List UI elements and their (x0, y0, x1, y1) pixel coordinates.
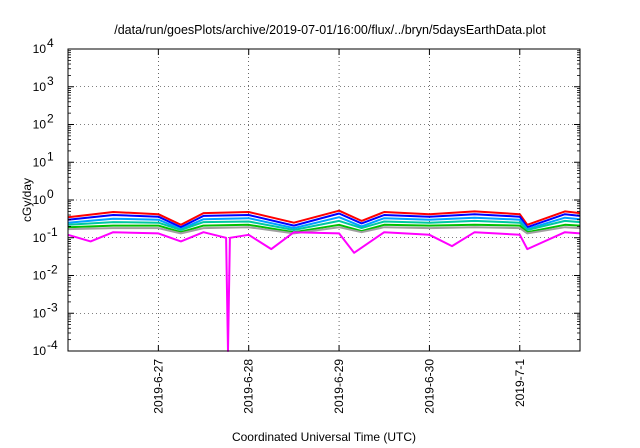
series-line-2 (67, 212, 581, 229)
y-tick-label-exponent: -4 (47, 338, 58, 352)
y-axis-label: cGy/day (20, 178, 34, 222)
x-axis: 2019-6-27 2019-6-28 2019-6-29 2019-6-30 2019… (151, 49, 527, 414)
x-tick-label: 2019-6-30 (422, 359, 436, 414)
y-tick-label-exponent: -3 (47, 300, 58, 314)
x-tick-label: 2019-6-27 (151, 359, 165, 414)
y-tick-label-exponent: 4 (47, 36, 54, 50)
y-tick-label: 10 (33, 344, 47, 358)
series-line-5 (67, 223, 581, 234)
y-tick-label: 10 (33, 118, 47, 132)
y-tick-label: 10 (33, 155, 47, 169)
series-line-7 (67, 231, 581, 352)
x-tick-label: 2019-7-1 (513, 359, 527, 407)
x-tick-label: 2019-6-28 (242, 359, 256, 414)
y-tick-label: 10 (33, 193, 47, 207)
series-line-6 (67, 226, 581, 235)
y-tick-label-exponent: 3 (47, 74, 54, 88)
y-tick-label: 10 (33, 306, 47, 320)
x-axis-label: Coordinated Universal Time (UTC) (232, 430, 416, 444)
y-tick-label: 10 (33, 269, 47, 283)
series-line-4 (67, 219, 581, 231)
series-line-1 (67, 209, 581, 226)
y-tick-label-exponent: 2 (47, 112, 54, 126)
y-tick-label-exponent: -1 (47, 225, 58, 239)
y-tick-label: 10 (33, 42, 47, 56)
y-tick-label-exponent: 1 (47, 149, 54, 163)
y-tick-label: 10 (33, 80, 47, 94)
y-tick-label-exponent: -2 (47, 263, 58, 277)
grid (68, 49, 580, 351)
chart-title: /data/run/goesPlots/archive/2019-07-01/1… (114, 23, 546, 37)
series-group (67, 209, 581, 352)
y-tick-label: 10 (33, 231, 47, 245)
y-tick-label-exponent: 0 (47, 187, 54, 201)
x-tick-label: 2019-6-29 (332, 359, 346, 414)
series-line-3 (67, 216, 581, 231)
